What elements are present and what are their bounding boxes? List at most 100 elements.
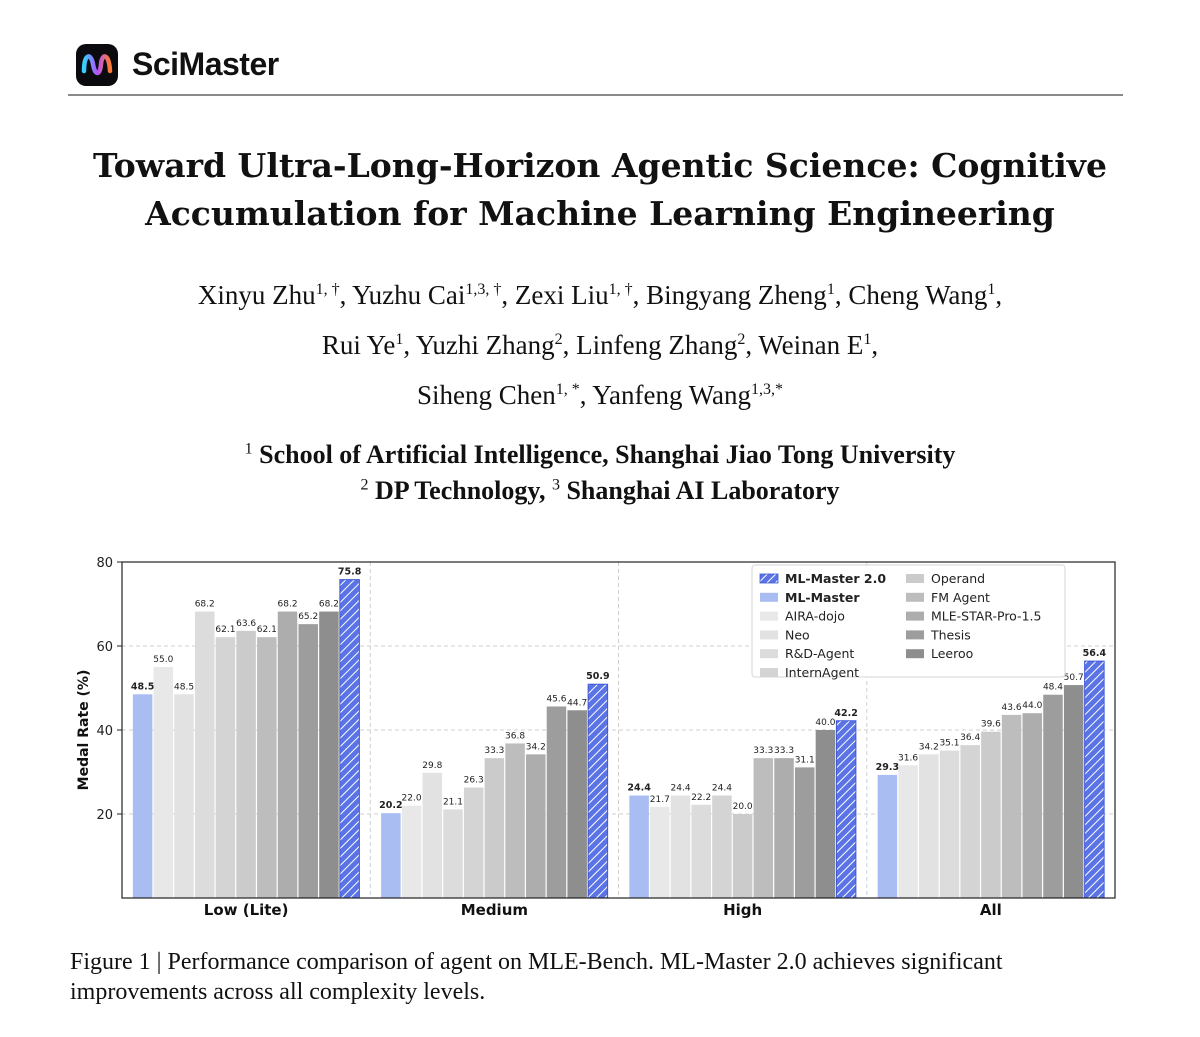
legend-swatch — [760, 668, 778, 677]
author-affiliation-sup: 1 — [987, 281, 996, 298]
author-separator: , — [995, 280, 1003, 310]
bar — [587, 683, 609, 899]
bar — [526, 754, 546, 898]
affiliation-3-sup: 3 — [551, 476, 560, 494]
bar-value-label: 21.7 — [650, 795, 670, 805]
legend-swatch — [760, 630, 778, 640]
author-name: Rui Ye — [321, 330, 396, 360]
bar-value-label: 24.4 — [627, 783, 651, 794]
author-separator: , — [745, 330, 759, 360]
paper-title-line-1: Toward Ultra-Long-Horizon Agentic Scienc… — [93, 146, 1107, 185]
author-name: Bingyang Zheng — [646, 280, 827, 310]
author-name: Cheng Wang — [848, 280, 988, 310]
authors-line-3: Siheng Chen1, *, Yanfeng Wang1,3,* — [0, 380, 1200, 411]
bar — [815, 730, 836, 898]
bar-value-label: 33.3 — [753, 746, 773, 756]
bar — [153, 667, 174, 898]
y-tick-label: 20 — [96, 808, 113, 823]
bar — [939, 750, 960, 898]
x-tick-label: Low (Lite) — [204, 901, 289, 919]
legend-swatch — [906, 592, 924, 602]
legend-swatch — [906, 574, 924, 583]
bar-value-label: 24.4 — [712, 784, 732, 794]
author-affiliation-sup: 1,3, † — [465, 281, 502, 298]
author-affiliation-sup: 1, † — [315, 281, 340, 298]
bar-value-label: 50.7 — [1064, 673, 1084, 683]
bar-value-label: 39.6 — [981, 720, 1001, 730]
bar-value-label: 40.0 — [815, 718, 835, 728]
bar-value-label: 33.3 — [484, 746, 504, 756]
bar-value-label: 31.1 — [795, 755, 815, 765]
bar-value-label: 62.1 — [257, 625, 277, 635]
bar — [712, 795, 732, 898]
affiliation-1-text: School of Artificial Intelligence, Shang… — [259, 440, 956, 469]
bar — [1001, 714, 1022, 898]
bar — [732, 814, 753, 898]
bar-value-label: 45.6 — [546, 694, 566, 704]
bar — [484, 758, 505, 898]
legend-label: ML-Master — [785, 590, 860, 605]
scimaster-logo-icon — [76, 44, 118, 86]
bar — [835, 720, 857, 899]
bar — [691, 804, 711, 898]
legend-swatch — [760, 592, 778, 602]
bar-value-label: 44.0 — [1022, 701, 1042, 711]
bar-value-label: 56.4 — [1083, 648, 1107, 659]
bar — [236, 630, 256, 898]
author-separator: , — [501, 280, 515, 310]
bar-value-label: 68.2 — [319, 600, 339, 610]
legend-swatch — [760, 611, 778, 621]
bar-value-label: 62.1 — [215, 625, 235, 635]
bar — [567, 710, 587, 898]
bar-value-label: 44.7 — [567, 698, 587, 708]
legend-swatch — [760, 649, 778, 659]
legend-swatch — [906, 649, 924, 659]
bar-value-label: 29.3 — [876, 762, 899, 773]
author-affiliation-sup: 1, † — [608, 281, 633, 298]
bar-value-label: 36.4 — [960, 733, 980, 743]
bar — [174, 694, 194, 898]
x-tick-label: High — [723, 901, 762, 919]
author-separator: , — [579, 380, 593, 410]
affiliation-2-sup: 2 — [360, 476, 369, 494]
y-tick-label: 80 — [96, 556, 113, 571]
author-affiliation-sup: 2 — [737, 331, 746, 348]
author-affiliation-sup: 1, * — [555, 381, 580, 398]
author-name: Siheng Chen — [416, 380, 556, 410]
author-separator: , — [632, 280, 647, 310]
legend-label: MLE-STAR-Pro-1.5 — [931, 609, 1041, 624]
bar — [277, 611, 298, 898]
bar-value-label: 21.1 — [443, 797, 463, 807]
y-tick-label: 40 — [96, 724, 113, 739]
legend-label: AIRA-dojo — [785, 609, 845, 624]
author-affiliation-sup: 1,3,* — [751, 381, 784, 398]
bar — [463, 787, 484, 898]
author-separator: , — [562, 330, 577, 360]
affiliation-2: 2 DP Technology, 3 Shanghai AI Laborator… — [0, 476, 1200, 506]
x-tick-label: Medium — [461, 901, 528, 919]
bar — [898, 765, 918, 898]
bar — [774, 758, 794, 898]
bar — [215, 637, 236, 898]
bar-value-label: 68.2 — [278, 600, 298, 610]
author-separator: , — [339, 280, 353, 310]
author-name: Xinyu Zhu — [197, 280, 316, 310]
bar — [919, 754, 939, 898]
bar-value-label: 26.3 — [464, 776, 484, 786]
legend-label: ML-Master 2.0 — [785, 571, 886, 586]
bar-value-label: 29.8 — [422, 761, 442, 771]
bar — [546, 706, 567, 898]
header-divider — [68, 94, 1123, 96]
y-tick-label: 60 — [96, 640, 113, 655]
author-name: Weinan E — [758, 330, 864, 360]
bar-value-label: 36.8 — [505, 731, 525, 741]
legend-box — [751, 564, 1066, 678]
author-affiliation-sup: 1 — [826, 281, 835, 298]
affiliation-1: 1 School of Artificial Intelligence, Sha… — [0, 440, 1200, 470]
medal-rate-chart: 48.555.048.568.262.163.662.168.265.268.2… — [76, 556, 1116, 919]
legend-label: Leeroo — [931, 646, 973, 661]
author-name: Yuzhu Cai — [352, 280, 466, 310]
authors-line-1: Xinyu Zhu1, †, Yuzhu Cai1,3, †, Zexi Liu… — [0, 280, 1200, 311]
bar — [443, 809, 463, 898]
bar-value-label: 33.3 — [774, 746, 794, 756]
